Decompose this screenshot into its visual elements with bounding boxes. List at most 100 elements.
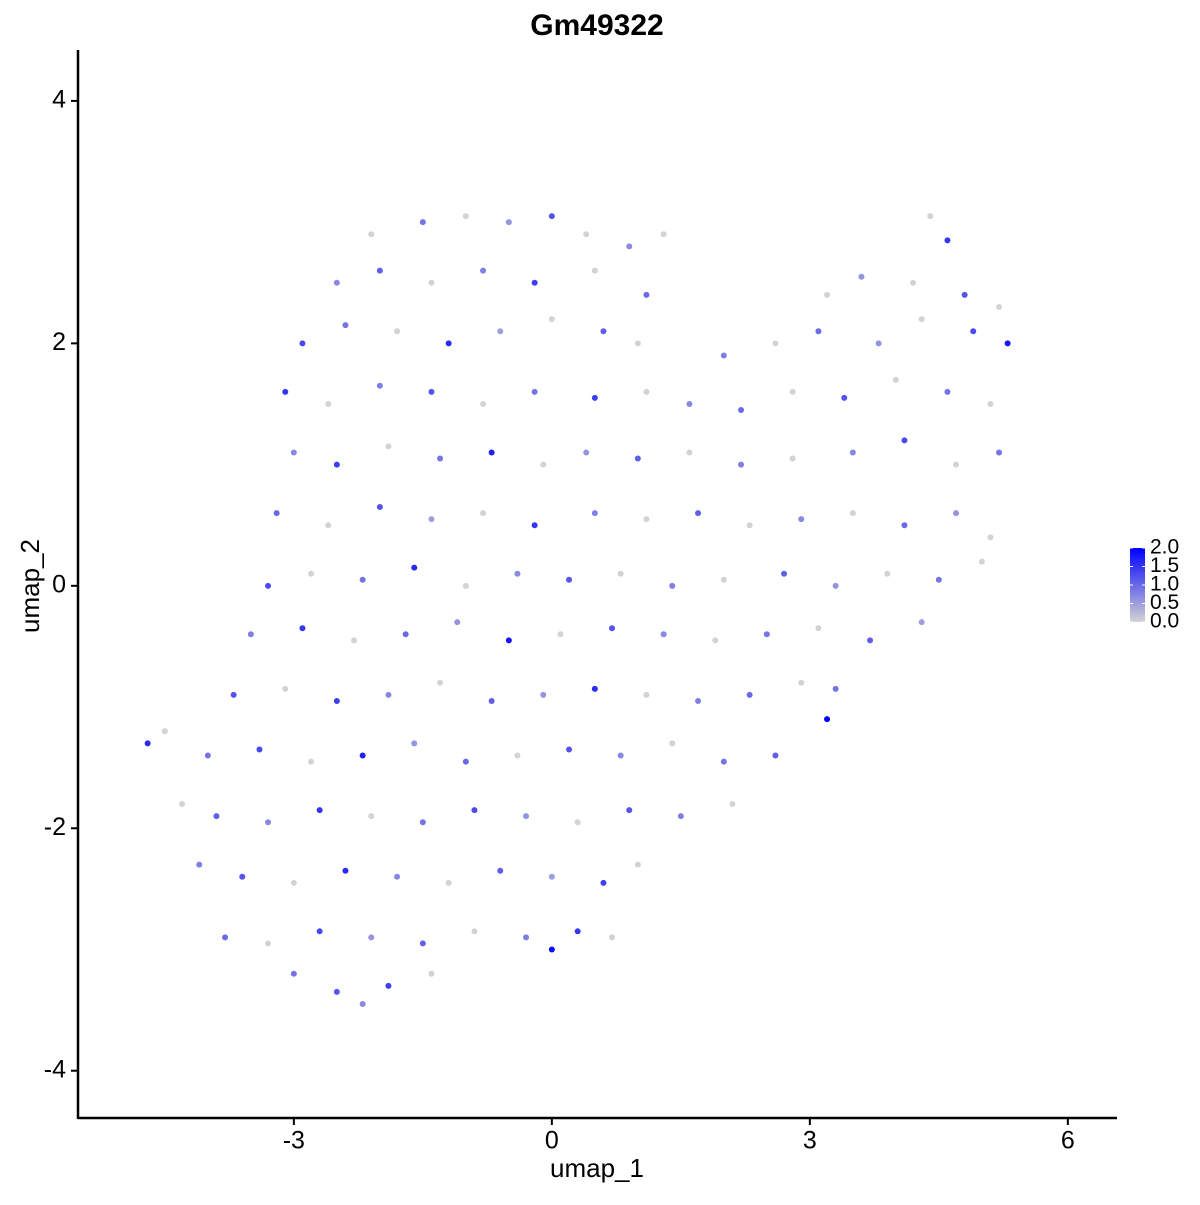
point bbox=[333, 461, 340, 468]
point bbox=[669, 740, 676, 747]
point bbox=[213, 813, 220, 820]
point bbox=[359, 752, 366, 759]
point bbox=[815, 328, 822, 335]
point bbox=[471, 928, 478, 935]
y-tick-label: 2 bbox=[52, 328, 66, 356]
point bbox=[540, 691, 547, 698]
chart-title: Gm49322 bbox=[530, 9, 663, 42]
point bbox=[738, 461, 745, 468]
point bbox=[333, 988, 340, 995]
point bbox=[411, 740, 418, 747]
point bbox=[970, 328, 977, 335]
point bbox=[282, 685, 289, 692]
point bbox=[832, 582, 839, 589]
y-tick-label: 4 bbox=[52, 86, 66, 114]
point bbox=[548, 213, 555, 220]
point bbox=[772, 340, 779, 347]
y-tick-label: -4 bbox=[44, 1055, 66, 1083]
point bbox=[944, 237, 951, 244]
point bbox=[600, 879, 607, 886]
point bbox=[910, 279, 917, 286]
point bbox=[720, 758, 727, 765]
point bbox=[591, 510, 598, 517]
point bbox=[394, 873, 401, 880]
point bbox=[901, 437, 908, 444]
point bbox=[815, 625, 822, 632]
point bbox=[471, 807, 478, 814]
point bbox=[918, 316, 925, 323]
point bbox=[488, 697, 495, 704]
point bbox=[643, 388, 650, 395]
point bbox=[239, 873, 246, 880]
point bbox=[376, 382, 383, 389]
point bbox=[686, 449, 693, 456]
point bbox=[583, 231, 590, 238]
point bbox=[961, 291, 968, 298]
point bbox=[428, 279, 435, 286]
point bbox=[196, 861, 203, 868]
point bbox=[935, 576, 942, 583]
point bbox=[385, 982, 392, 989]
point bbox=[179, 801, 186, 808]
point bbox=[368, 934, 375, 941]
point bbox=[789, 388, 796, 395]
point bbox=[824, 291, 831, 298]
point bbox=[548, 946, 555, 953]
point bbox=[488, 449, 495, 456]
point bbox=[462, 213, 469, 220]
point bbox=[574, 819, 581, 826]
point bbox=[480, 510, 487, 517]
point bbox=[660, 631, 667, 638]
point bbox=[308, 570, 315, 577]
point bbox=[437, 679, 444, 686]
colorbar-label: 0.0 bbox=[1150, 610, 1179, 633]
point bbox=[867, 637, 874, 644]
point bbox=[290, 970, 297, 977]
point bbox=[583, 449, 590, 456]
point bbox=[591, 685, 598, 692]
point bbox=[161, 728, 168, 735]
x-tick-label: 3 bbox=[803, 1127, 817, 1155]
point bbox=[824, 716, 831, 723]
point bbox=[841, 394, 848, 401]
colorbar bbox=[1130, 548, 1145, 622]
point bbox=[325, 522, 332, 529]
point bbox=[385, 443, 392, 450]
point bbox=[634, 455, 641, 462]
point bbox=[643, 516, 650, 523]
point bbox=[497, 328, 504, 335]
point bbox=[609, 934, 616, 941]
point bbox=[669, 582, 676, 589]
point bbox=[789, 455, 796, 462]
point bbox=[265, 940, 272, 947]
point bbox=[617, 570, 624, 577]
point bbox=[359, 1001, 366, 1008]
point bbox=[497, 867, 504, 874]
point bbox=[531, 522, 538, 529]
point bbox=[548, 316, 555, 323]
point bbox=[505, 219, 512, 226]
point bbox=[643, 291, 650, 298]
point bbox=[411, 564, 418, 571]
point bbox=[454, 619, 461, 626]
points bbox=[144, 213, 1011, 1008]
x-tick-label: 0 bbox=[545, 1127, 559, 1155]
point bbox=[858, 273, 865, 280]
point bbox=[686, 400, 693, 407]
point bbox=[230, 691, 237, 698]
point bbox=[445, 879, 452, 886]
point bbox=[265, 819, 272, 826]
colorbar-label: 2.0 bbox=[1150, 536, 1179, 559]
point bbox=[325, 400, 332, 407]
point bbox=[333, 697, 340, 704]
point bbox=[772, 752, 779, 759]
point bbox=[626, 243, 633, 250]
point bbox=[798, 679, 805, 686]
point bbox=[540, 461, 547, 468]
point bbox=[144, 740, 151, 747]
point bbox=[978, 558, 985, 565]
point bbox=[875, 340, 882, 347]
point bbox=[1004, 340, 1011, 347]
point bbox=[299, 625, 306, 632]
